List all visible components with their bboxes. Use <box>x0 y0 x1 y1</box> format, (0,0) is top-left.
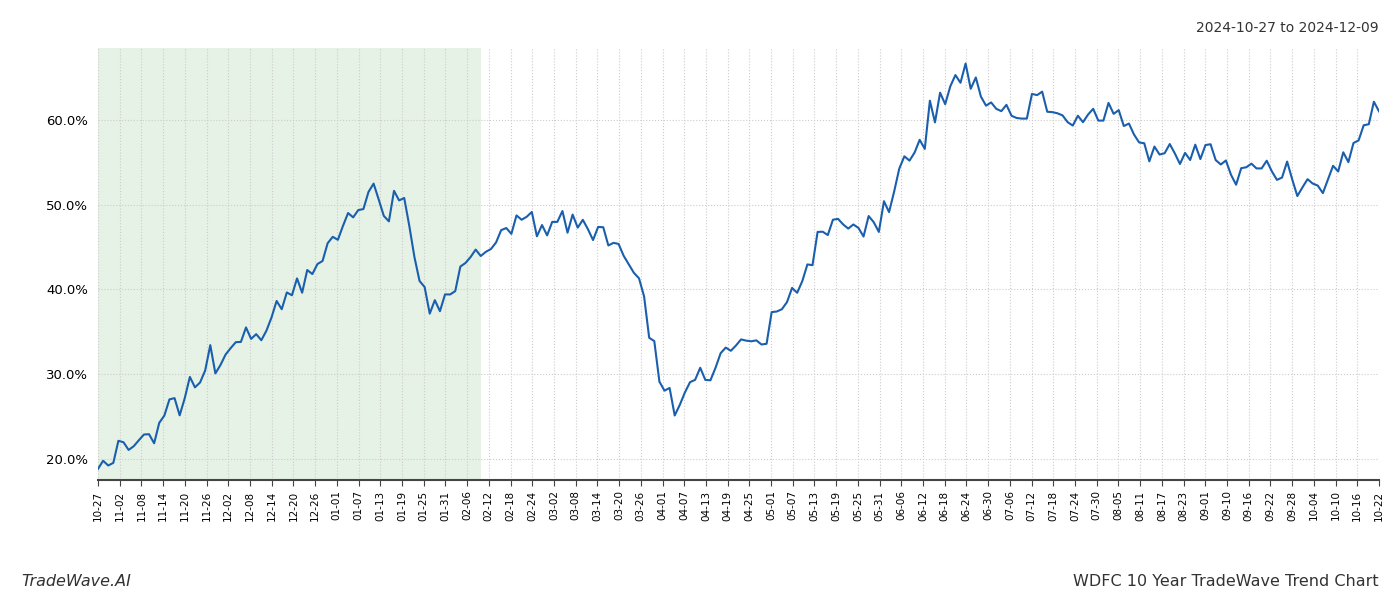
Text: 2024-10-27 to 2024-12-09: 2024-10-27 to 2024-12-09 <box>1197 21 1379 35</box>
Text: WDFC 10 Year TradeWave Trend Chart: WDFC 10 Year TradeWave Trend Chart <box>1074 574 1379 589</box>
Bar <box>98 48 480 480</box>
Text: TradeWave.AI: TradeWave.AI <box>21 574 130 589</box>
